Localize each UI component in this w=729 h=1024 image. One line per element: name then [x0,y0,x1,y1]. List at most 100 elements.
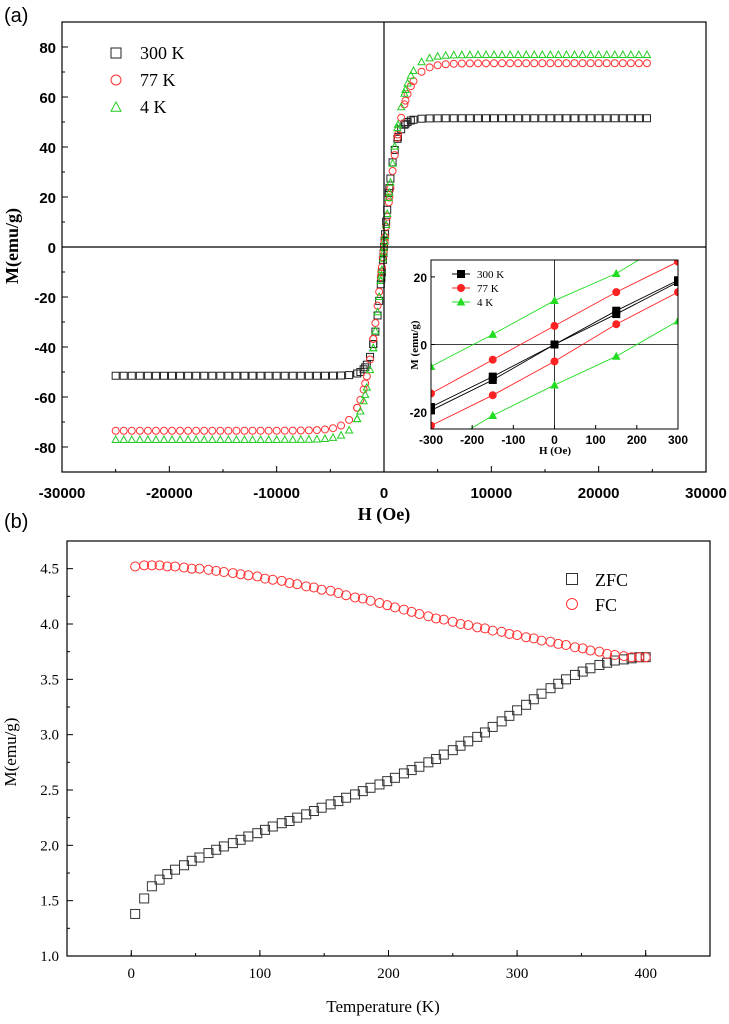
chart-a-point-1-31 [353,403,362,412]
chart-b-point-0-48 [521,699,532,710]
chart-a-point-1-93 [642,59,651,68]
chart-a-point-1-55 [388,166,397,175]
inset-point-1-lower-1 [488,391,497,400]
chart-a-point-2-12 [207,434,217,443]
chart-a-point-2-53 [385,187,394,196]
chart-a-point-2-49 [380,231,390,240]
chart-a-point-0-93 [642,114,651,123]
chart-a-point-0-17 [248,371,257,380]
chart-a-point-0-25 [312,371,321,380]
chart-b-point-0-31 [382,776,393,787]
chart-b-ytick-label-1: 1.5 [40,894,59,910]
chart-a-point-0-7 [168,371,177,380]
chart-a-point-0-74 [490,114,499,123]
chart-b-point-1-45 [496,626,507,637]
inset-xlabel: H (Oe) [539,445,571,457]
chart-a-point-0-84 [570,114,579,123]
chart-a-point-0-6 [159,371,168,380]
chart-a-legend-marker-0 [110,47,122,59]
chart-a-point-2-56 [390,141,400,150]
chart-a-point-2-58 [393,119,403,128]
chart-b-point-1-46 [504,628,515,639]
panel-b-label: (b) [4,511,28,533]
inset-point-1-upper-3 [612,288,621,297]
inset-xtick-label-4: 100 [586,433,606,447]
chart-a-point-0-69 [449,114,458,123]
chart-a-point-1-77 [514,59,523,68]
chart-a-point-2-55 [388,158,397,167]
chart-a-ytick-label-6: 40 [39,140,56,157]
chart-a-point-2-74 [489,49,499,59]
chart-b-point-1-49 [528,633,539,644]
chart-b-point-0-36 [423,757,434,768]
chart-b-point-0-54 [569,669,580,680]
chart-a-point-0-54 [386,174,395,183]
chart-b-point-1-21 [301,581,312,592]
chart-b-point-1-43 [479,623,490,634]
chart-a-point-1-28 [337,421,346,430]
chart-a-point-0-3 [135,371,144,380]
chart-a-point-0-38 [369,340,378,349]
chart-b-point-0-60 [618,654,629,665]
chart-a-point-2-31 [352,414,362,423]
chart-a-point-2-4 [143,434,153,443]
chart-a-point-0-76 [506,114,515,123]
chart-a-point-1-25 [312,426,321,435]
chart-a-point-0-66 [425,114,434,123]
chart-a-point-2-27 [328,432,338,441]
chart-a-point-2-81 [546,49,555,58]
chart-a-point-2-0 [111,434,121,443]
chart-a-point-2-62 [403,78,412,87]
chart-a-point-2-51 [382,208,392,218]
chart-a-point-1-17 [248,426,257,435]
chart-a-point-1-78 [522,59,531,68]
inset-point-1-upper-4 [674,260,678,266]
chart-b-point-0-44 [487,721,498,732]
chart-b-point-1-23 [316,584,327,595]
chart-a-point-1-83 [562,59,571,68]
chart-a-point-2-20 [272,434,282,443]
chart-b-point-0-3 [154,874,165,885]
chart-a-point-2-25 [312,434,322,443]
chart-a-point-2-66 [425,53,434,62]
chart-a-point-0-90 [618,114,627,123]
inset-point-2-upper-4 [675,233,682,239]
chart-a-point-0-78 [522,114,531,123]
chart-a-point-0-80 [538,114,547,123]
chart-a-point-2-93 [642,49,652,58]
inset-point-2-lower-0 [428,449,435,455]
chart-a-point-1-41 [375,287,384,296]
chart-a-point-2-52 [384,192,394,201]
chart-b-ytick-label-2: 2.0 [40,838,59,854]
chart-a-xlabel: H (Oe) [358,504,410,525]
chart-a-point-0-58 [393,133,402,142]
chart-a-point-2-29 [344,425,354,434]
inset-point-2-lower-3 [611,351,621,360]
chart-a-point-1-2 [127,426,136,435]
chart-a-point-2-54 [386,177,395,186]
chart-a-xtick-label-2: -10000 [253,485,300,502]
chart-a-point-0-8 [176,371,185,380]
chart-a-xtick-label-0: -30000 [39,485,86,502]
chart-a-point-2-75 [497,49,507,58]
chart-a-point-0-28 [337,371,346,380]
inset-ytick-label-1: 0 [420,339,427,353]
chart-a-point-1-36 [366,355,375,364]
chart-a-legend: 300 K 77 K 4 K [110,43,185,117]
chart-b-point-1-25 [333,588,344,599]
chart-a-point-2-17 [248,434,257,443]
chart-b-point-1-0 [130,561,141,572]
chart-a-point-0-83 [562,114,571,123]
chart-b-point-1-56 [585,645,596,656]
chart-a-point-1-23 [296,426,305,435]
chart-a-point-2-34 [360,389,370,398]
chart-a-point-0-36 [366,352,375,361]
chart-a-point-2-38 [368,343,378,352]
chart-a-point-2-26 [320,433,330,442]
inset-legend-marker-1 [457,284,465,292]
chart-a-point-0-40 [373,311,382,320]
chart-a-point-2-19 [264,434,273,443]
chart-a-point-0-67 [433,114,442,123]
